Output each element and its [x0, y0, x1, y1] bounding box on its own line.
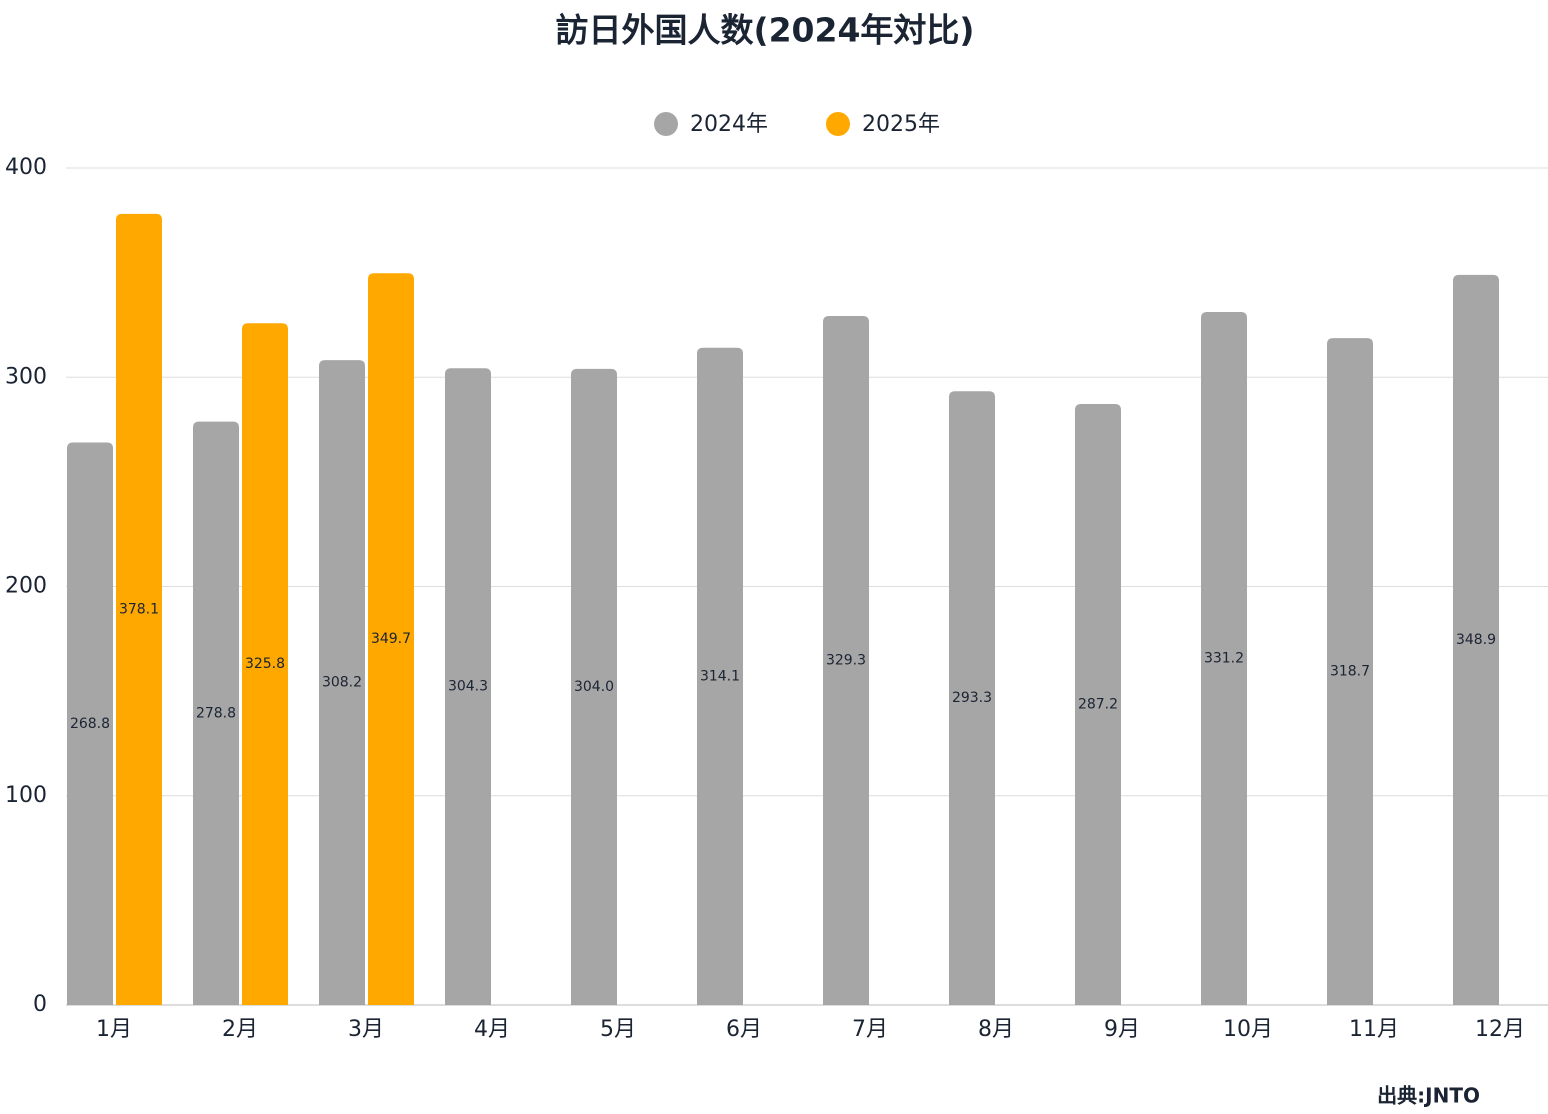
- bar: [571, 368, 617, 1005]
- data-label: 287.2: [1078, 697, 1118, 713]
- x-tick-label: 12月: [1475, 1017, 1525, 1042]
- data-label: 304.3: [448, 679, 488, 695]
- data-label: 325.8: [245, 656, 285, 672]
- y-tick-label: 0: [33, 992, 47, 1017]
- legend-label: 2024年: [690, 112, 768, 137]
- x-tick-label: 11月: [1349, 1017, 1399, 1042]
- x-tick-label: 6月: [726, 1017, 762, 1042]
- bar: [193, 421, 239, 1006]
- data-label: 348.9: [1456, 632, 1496, 648]
- x-tick-label: 7月: [852, 1017, 888, 1042]
- x-tick-label: 5月: [600, 1017, 636, 1042]
- bar: [1327, 338, 1373, 1005]
- y-tick-label: 100: [5, 783, 47, 808]
- legend-swatch: [826, 112, 850, 136]
- x-tick-label: 9月: [1104, 1017, 1140, 1042]
- data-label: 378.1: [119, 601, 159, 617]
- bar: [697, 347, 743, 1006]
- y-tick-label: 400: [5, 155, 47, 180]
- bar: [949, 391, 995, 1005]
- chart-title: 訪日外国人数(2024年対比): [555, 11, 974, 50]
- data-label: 349.7: [371, 631, 411, 647]
- bar: [67, 442, 113, 1005]
- bar: [1453, 274, 1499, 1005]
- bar: [1075, 404, 1121, 1005]
- data-label: 318.7: [1330, 664, 1370, 680]
- data-label: 293.3: [952, 690, 992, 706]
- bar: [368, 273, 414, 1005]
- x-tick-label: 2月: [222, 1017, 258, 1042]
- bar: [445, 368, 491, 1005]
- bar: [242, 323, 288, 1005]
- data-label: 304.0: [574, 679, 614, 695]
- data-label: 331.2: [1204, 650, 1244, 666]
- source-note: 出典:JNTO: [1377, 1084, 1480, 1108]
- x-tick-label: 10月: [1223, 1017, 1273, 1042]
- x-tick-label: 3月: [348, 1017, 384, 1042]
- data-label: 268.8: [70, 716, 110, 732]
- x-tick-label: 8月: [978, 1017, 1014, 1042]
- bar: [116, 213, 162, 1005]
- data-label: 329.3: [826, 652, 866, 668]
- x-tick-label: 4月: [474, 1017, 510, 1042]
- data-label: 314.1: [700, 668, 740, 684]
- bar: [823, 315, 869, 1005]
- bar: [1201, 311, 1247, 1005]
- data-label: 308.2: [322, 675, 362, 691]
- bar: [319, 360, 365, 1005]
- y-tick-label: 200: [5, 574, 47, 599]
- legend-swatch: [654, 112, 678, 136]
- data-label: 278.8: [196, 705, 236, 721]
- x-tick-label: 1月: [96, 1017, 132, 1042]
- legend-label: 2025年: [862, 112, 940, 137]
- y-tick-label: 300: [5, 364, 47, 389]
